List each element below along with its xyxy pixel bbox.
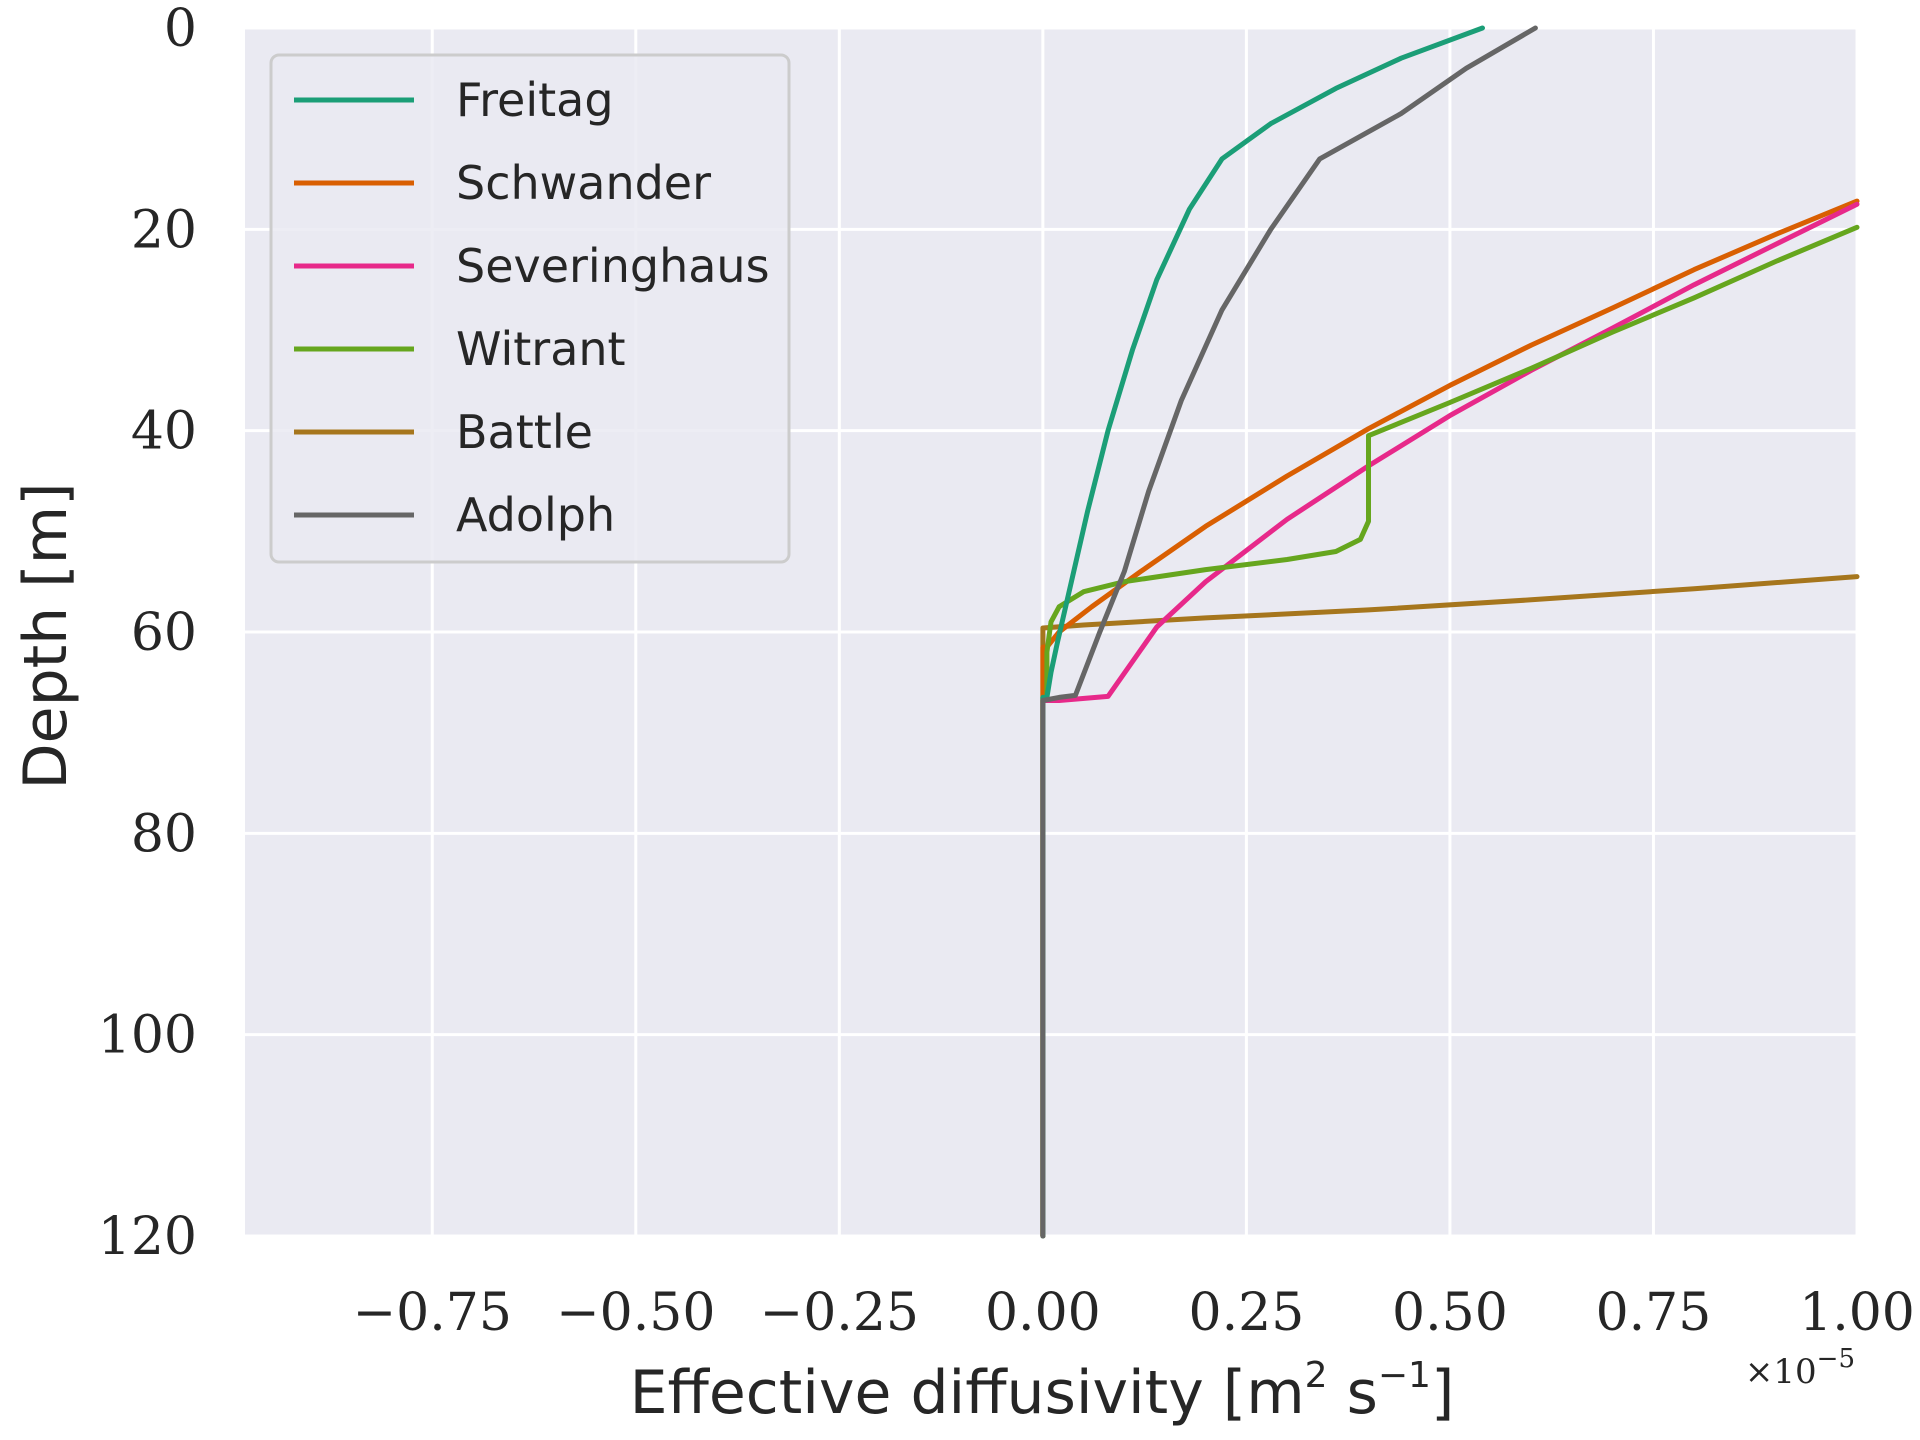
y-tick-label: 120 [98, 1207, 197, 1267]
x-tick-label: 0.00 [985, 1283, 1101, 1343]
legend-label-freitag: Freitag [456, 73, 614, 127]
series-line-adolph [1040, 25, 1538, 1239]
series-line-witrant [1040, 224, 1860, 1239]
legend-label-battle: Battle [456, 405, 593, 459]
y-axis-label: Depth [m] [11, 482, 81, 789]
x-tick-label: 0.75 [1596, 1283, 1712, 1343]
x-tick-label: 0.50 [1392, 1283, 1508, 1343]
legend-frame [269, 53, 791, 564]
y-tick-label: 60 [131, 603, 197, 663]
x-tick-label: 1.00 [1799, 1283, 1915, 1343]
legend-label-severinghaus: Severinghaus [456, 239, 770, 293]
y-tick-label: 20 [131, 200, 197, 260]
series-lines [1040, 25, 1860, 1239]
x-tick-label: −0.75 [353, 1283, 512, 1343]
x-tick-label: −0.50 [556, 1283, 715, 1343]
legend: Freitag Schwander Severinghaus Witrant Battl… [269, 53, 791, 564]
legend-label-schwander: Schwander [456, 156, 711, 210]
y-tick-label: 100 [98, 1006, 197, 1066]
x-offset-label: ×10−5 [1745, 1344, 1855, 1392]
x-axis-label: Effective diffusivity [m2 s−1] [630, 1355, 1455, 1428]
legend-label-adolph: Adolph [456, 488, 615, 542]
y-tick-label: 80 [131, 804, 197, 864]
y-tick-label: 40 [131, 402, 197, 462]
x-tick-label: −0.25 [760, 1283, 919, 1343]
y-tick-labels: 0 20 40 60 80 100 120 [98, 0, 197, 1267]
y-tick-label: 0 [164, 0, 197, 59]
series-line-schwander [1040, 198, 1860, 1239]
series-line-freitag [1040, 25, 1485, 1239]
x-tick-label: 0.25 [1189, 1283, 1305, 1343]
legend-label-witrant: Witrant [456, 322, 626, 376]
x-tick-labels: −0.75 −0.50 −0.25 0.00 0.25 0.50 0.75 1.00 [353, 1283, 1915, 1343]
series-line-severinghaus [1040, 201, 1860, 1239]
